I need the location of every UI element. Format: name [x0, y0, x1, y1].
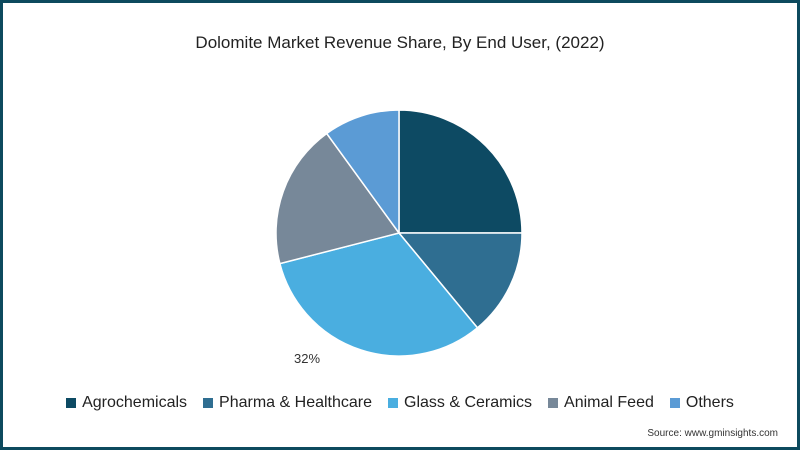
legend-item-glass-ceramics: Glass & Ceramics — [388, 394, 532, 412]
legend-label: Pharma & Healthcare — [219, 394, 373, 411]
legend-swatch-icon — [669, 398, 680, 408]
pie-chart — [275, 109, 523, 357]
pie-slice-animal-feed — [275, 132, 401, 265]
legend-item-animal-feed: Animal Feed — [548, 394, 654, 412]
chart-title: Dolomite Market Revenue Share, By End Us… — [195, 33, 605, 52]
chart-inner-border — [6, 6, 794, 444]
slice-label-glass-ceramics: 32% — [294, 351, 321, 366]
legend-label: Agrochemicals — [82, 394, 188, 411]
legend-label: Others — [685, 394, 734, 411]
legend-label: Animal Feed — [564, 394, 654, 411]
pie-slice-pharma-healthcare — [397, 232, 523, 329]
legend-item-pharma-healthcare: Pharma & Healthcare — [203, 394, 372, 412]
pie-slice-agrochemicals — [398, 109, 523, 234]
pie-slice-others — [325, 109, 400, 236]
legend-item-others: Others — [669, 394, 734, 412]
legend-swatch-icon — [548, 398, 559, 408]
chart-legend: Agrochemicals Pharma & Healthcare Glass … — [0, 394, 800, 412]
source-credit: Source: www.gminsights.com — [647, 428, 778, 439]
legend-swatch-icon — [203, 398, 214, 408]
legend-swatch-icon — [388, 398, 399, 408]
legend-item-agrochemicals: Agrochemicals — [66, 394, 187, 412]
legend-swatch-icon — [66, 398, 77, 408]
pie-slice-glass-ceramics — [278, 232, 479, 357]
legend-label: Glass & Ceramics — [404, 394, 533, 411]
